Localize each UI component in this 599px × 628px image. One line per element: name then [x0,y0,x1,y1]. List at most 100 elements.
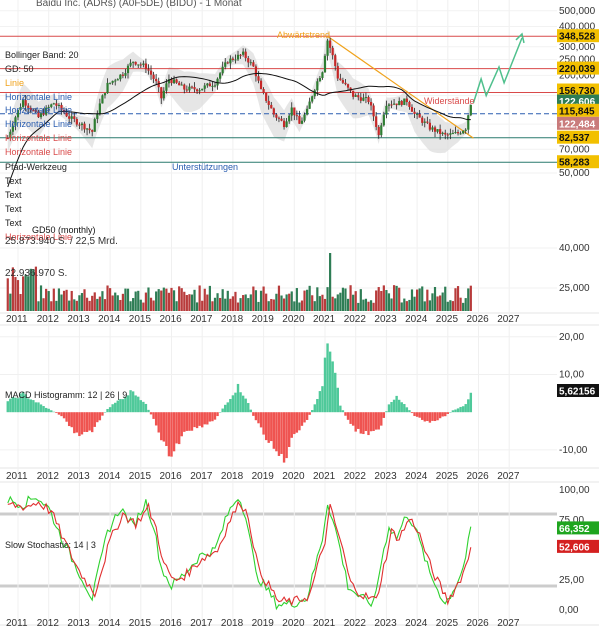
macd-histogram-bar [137,396,140,413]
volume-bar [106,285,109,311]
legend-hline-6[interactable]: Horizontale Linie [5,232,72,242]
candle-body [224,62,227,67]
candle-body [50,104,53,107]
price-panel[interactable] [0,29,557,188]
macd-histogram-bar [9,398,12,413]
volume-bar [431,293,434,311]
volume-bar [37,301,40,311]
legend-hline-1[interactable]: Horizontale Linie [5,92,72,102]
candle-body [14,117,17,126]
candle-body [441,132,444,134]
volume-bar [85,297,89,311]
candle-body [318,77,321,82]
macd-histogram-bar [85,412,89,433]
candle-body [242,51,245,55]
legend-hline-3[interactable]: Horizontale Linie [5,119,72,129]
volume-bar [34,266,38,311]
legend-hline-5[interactable]: Horizontale Linie [5,147,72,157]
legend-pfad[interactable]: Pfad-Werkzeug [5,162,67,172]
candle-body [185,89,188,91]
volume-bar [78,295,81,311]
x-tick-label: 2022 [344,314,367,325]
macd-panel[interactable] [6,343,473,463]
macd-histogram-bar [397,399,401,413]
macd-histogram-bar [431,412,434,421]
volume-bar [142,302,145,311]
volume-bar [305,289,309,311]
candle-body [326,40,329,56]
candle-body [357,95,360,98]
legend-text-3[interactable]: Text [5,204,22,214]
volume-bar [50,301,53,311]
candle-body [132,61,135,63]
x-tick-label: 2021 [313,314,336,325]
downtrend-line[interactable] [327,35,474,139]
legend-text-4[interactable]: Text [5,218,22,228]
macd-histogram-bar [134,395,137,413]
macd-histogram-bar [180,412,183,437]
macd-histogram-bar [367,412,370,436]
value-tag-text: 122,484 [559,119,596,130]
macd-histogram-bar [316,399,319,413]
price-legend: Bollinger Band: 20 GD: 50 Linie Horizont… [5,50,79,242]
volume-bar [308,285,311,311]
volume-bar [101,291,104,311]
macd-histogram-bar [282,412,286,463]
macd-histogram-bar [267,412,270,443]
volume-bar [167,292,171,311]
macd-histogram-bar [346,412,350,420]
candle-body [423,121,426,123]
legend-text-2[interactable]: Text [5,190,22,200]
legend-gd[interactable]: GD: 50 [5,64,34,74]
candle-body [354,95,357,97]
legend-hline-2[interactable]: Horizontale Linie [5,105,72,115]
x-tick-label: 2024 [405,618,428,628]
volume-bar [454,288,457,311]
value-tag [557,130,599,144]
volume-bar [418,288,421,311]
legend-bollinger[interactable]: Bollinger Band: 20 [5,50,79,60]
legend-linie[interactable]: Linie [5,78,24,88]
x-tick-label: 2022 [344,618,367,628]
macd-histogram-bar [300,412,304,426]
x-tick-label: 2023 [374,618,397,628]
legend-hline-4[interactable]: Horizontale Linie [5,133,72,143]
candle-body [329,40,332,48]
candle-body [239,54,242,56]
candle-body [334,55,337,67]
macd-histogram-bar [426,412,429,422]
candle-body [262,89,265,93]
candle-body [11,125,14,132]
volume-bar [462,302,465,311]
candle-body [359,97,362,101]
candle-body [55,103,58,106]
macd-histogram-bar [270,412,273,442]
volume-bar [303,290,306,311]
macd-histogram-bar [239,392,242,413]
candle-body [231,58,234,60]
projection-path[interactable] [472,37,523,104]
volume-bar [295,288,298,311]
macd-histogram-bar [126,395,130,413]
volume-bar [16,280,20,311]
volume-bar [326,287,329,311]
macd-histogram-bar [254,412,258,421]
stochastic-panel[interactable] [7,495,472,611]
macd-histogram-bar [101,412,104,416]
candle-body [331,47,334,56]
candle-body [24,100,27,106]
volume-bar [229,298,232,311]
volume-bar [9,293,12,311]
legend-text-1[interactable]: Text [5,176,22,186]
volume-bar [272,299,275,311]
macd-histogram-bar [78,412,81,437]
candle-body [308,101,311,109]
macd-histogram-bar [32,400,35,413]
candle-body [426,121,429,123]
candle-body [387,104,391,106]
x-tick-label: 2025 [436,471,459,482]
volume-bar [73,299,76,311]
macd-histogram-bar [326,343,329,413]
macd-histogram-bar [244,398,247,413]
candle-body [364,97,368,99]
